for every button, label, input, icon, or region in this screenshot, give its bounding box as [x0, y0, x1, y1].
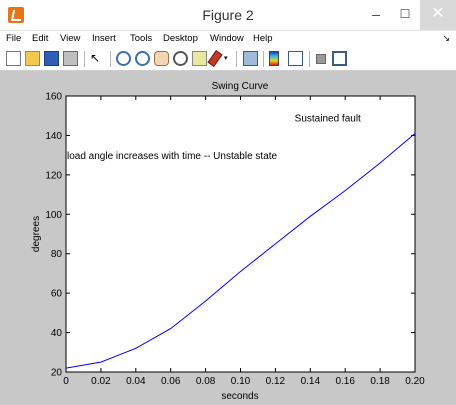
chart-title: Swing Curve — [212, 81, 269, 92]
y-tick-label: 20 — [51, 368, 63, 379]
window-title: Figure 2 — [202, 7, 254, 23]
data-cursor-icon[interactable] — [192, 51, 207, 66]
brush-icon[interactable] — [207, 50, 223, 67]
y-tick-label: 60 — [51, 289, 63, 300]
plot-svg: 0 0.02 0.04 0.06 0.08 0.10 0.12 0.14 0.16 0.18 0.2… — [31, 81, 425, 402]
x-tick-label: 0.12 — [266, 376, 286, 387]
y-axis-label: degrees — [31, 216, 42, 252]
x-tick-label: 0.14 — [301, 376, 321, 387]
hide-plot-tools-icon[interactable] — [316, 54, 326, 64]
menu-tools[interactable]: Tools — [130, 33, 153, 44]
y-tick-label: 100 — [45, 210, 62, 221]
toolbar-separator — [263, 51, 264, 67]
title-bar: Figure 2 – ☐ ✕ — [0, 0, 456, 31]
swing-curve-line[interactable] — [65, 133, 416, 369]
zoom-in-icon[interactable] — [116, 51, 131, 66]
insert-colorbar-icon[interactable] — [269, 51, 279, 66]
menu-desktop[interactable]: Desktop — [163, 33, 198, 44]
x-tick-label: 0.02 — [91, 376, 111, 387]
new-figure-icon[interactable] — [6, 51, 21, 66]
toolbar-separator — [84, 51, 85, 67]
show-plot-tools-icon[interactable] — [332, 51, 347, 66]
close-button[interactable]: ✕ — [420, 0, 456, 30]
minimize-button[interactable]: – — [372, 6, 380, 22]
annotation-unstable-state: load angle increases with time -- Unstab… — [67, 151, 278, 162]
toolbar: ↖ ▾ — [0, 48, 456, 71]
x-tick-label: 0.16 — [335, 376, 355, 387]
save-icon[interactable] — [44, 51, 59, 66]
annotation-sustained-fault: Sustained fault — [295, 114, 361, 125]
figure-canvas: 0 0.02 0.04 0.06 0.08 0.10 0.12 0.14 0.16 0.18 0.2… — [0, 71, 456, 405]
menu-help[interactable]: Help — [253, 33, 273, 44]
print-icon[interactable] — [63, 51, 78, 66]
link-plot-icon[interactable] — [243, 51, 258, 66]
toolbar-separator — [110, 51, 111, 67]
menu-window[interactable]: Window — [210, 33, 244, 44]
x-tick-label: 0.08 — [196, 376, 216, 387]
y-tick-label: 160 — [45, 92, 62, 103]
pan-hand-icon[interactable] — [154, 51, 169, 66]
x-tick-label: 0.06 — [161, 376, 181, 387]
y-tick-label: 80 — [51, 249, 63, 260]
toolbar-separator — [309, 51, 310, 67]
x-axis-label: seconds — [221, 391, 258, 402]
zoom-out-icon[interactable] — [135, 51, 150, 66]
maximize-button[interactable]: ☐ — [399, 7, 411, 21]
menu-view[interactable]: View — [60, 33, 81, 44]
rotate-3d-icon[interactable] — [173, 51, 188, 66]
menu-edit[interactable]: Edit — [32, 33, 49, 44]
axis-ticks: 0 0.02 0.04 0.06 0.08 0.10 0.12 0.14 0.16 0.18 0.2… — [45, 92, 425, 388]
dock-arrow-icon[interactable]: ↘ — [442, 33, 450, 43]
y-tick-label: 140 — [45, 131, 62, 142]
x-tick-label: 0.18 — [370, 376, 390, 387]
menu-file[interactable]: File — [6, 33, 22, 44]
matlab-logo-icon — [8, 7, 24, 23]
y-tick-label: 40 — [51, 328, 63, 339]
x-tick-label: 0.04 — [126, 376, 146, 387]
menu-bar: File Edit View Insert Tools Desktop Wind… — [0, 31, 456, 48]
menu-insert[interactable]: Insert — [92, 33, 116, 44]
y-tick-label: 120 — [45, 170, 62, 181]
edit-plot-arrow-icon[interactable]: ↖ — [90, 51, 101, 65]
brush-dropdown-icon[interactable]: ▾ — [224, 55, 228, 62]
x-tick-label: 0.10 — [231, 376, 251, 387]
axes-box[interactable] — [65, 95, 416, 373]
x-tick-label: 0 — [63, 376, 69, 387]
x-tick-label: 0.20 — [405, 376, 425, 387]
open-file-icon[interactable] — [25, 51, 40, 66]
toolbar-separator — [236, 51, 237, 67]
insert-legend-icon[interactable] — [288, 51, 303, 66]
